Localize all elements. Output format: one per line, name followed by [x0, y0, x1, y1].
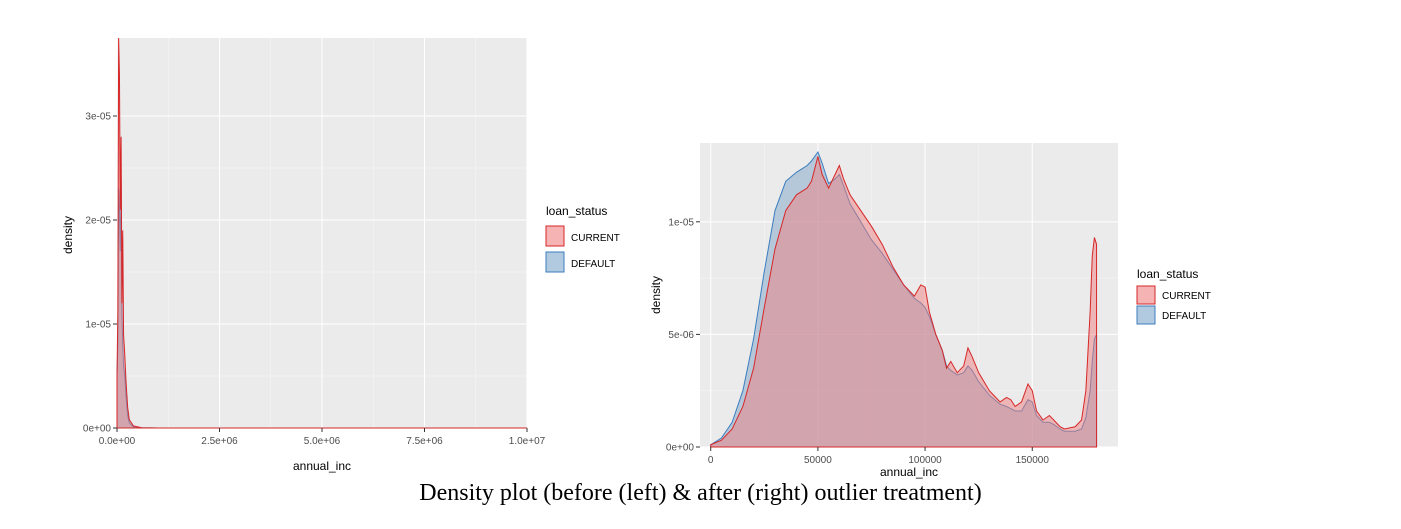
right-y-axis-title: density	[649, 276, 663, 314]
right-legend-label-current: CURRENT	[1162, 291, 1211, 302]
x-tick-label: 2.5e+06	[201, 436, 238, 447]
y-tick-label: 0e+00	[666, 443, 695, 454]
right-legend-key-current	[1136, 285, 1156, 305]
x-tick-label: 100000	[908, 455, 942, 466]
right-legend-label-default: DEFAULT	[1162, 311, 1206, 322]
right-legend: loan_status CURRENT DEFAULT	[1136, 267, 1211, 325]
x-tick-label: 1.0e+07	[509, 436, 546, 447]
x-tick-label: 0.0e+00	[99, 436, 136, 447]
figure-caption: Density plot (before (left) & after (rig…	[419, 480, 982, 506]
y-tick-label: 1e-05	[668, 217, 694, 228]
x-tick-label: 5.0e+06	[304, 436, 341, 447]
left-legend-title: loan_status	[546, 204, 607, 218]
left-density-chart: 0.0e+00 2.5e+06 5.0e+06 7.5e+06 1.0e+07 0e+0…	[61, 37, 620, 473]
left-legend-label-current: CURRENT	[571, 233, 620, 244]
right-y-ticks: 0e+00 5e-06 1e-05	[666, 217, 700, 454]
right-series-layer	[710, 150, 1098, 448]
left-legend-key-current	[545, 225, 565, 247]
x-tick-label: 150000	[1016, 455, 1050, 466]
right-x-axis-title: annual_inc	[880, 465, 938, 479]
left-legend: loan_status CURRENT DEFAULT	[545, 204, 620, 273]
right-legend-key-default	[1136, 305, 1156, 325]
left-legend-label-default: DEFAULT	[571, 259, 615, 270]
left-x-ticks: 0.0e+00 2.5e+06 5.0e+06 7.5e+06 1.0e+07	[99, 428, 546, 447]
right-legend-title: loan_status	[1137, 267, 1198, 281]
y-tick-label: 5e-06	[668, 330, 694, 341]
y-tick-label: 0e+00	[83, 424, 112, 435]
x-tick-label: 0	[708, 455, 714, 466]
left-gridlines	[116, 38, 528, 429]
left-series-layer	[116, 37, 527, 429]
y-tick-label: 3e-05	[85, 112, 111, 123]
left-y-axis-title: density	[61, 216, 75, 254]
x-tick-label: 7.5e+06	[406, 436, 443, 447]
density-area-current	[116, 37, 527, 429]
y-tick-label: 2e-05	[85, 216, 111, 227]
density-area-current	[710, 156, 1098, 448]
left-y-ticks: 0e+00 1e-05 2e-05 3e-05	[83, 112, 117, 435]
left-x-axis-title: annual_inc	[293, 459, 351, 473]
x-tick-label: 50000	[804, 455, 832, 466]
right-x-ticks: 0 50000 100000 150000	[708, 447, 1049, 466]
y-tick-label: 1e-05	[85, 320, 111, 331]
right-density-chart: 0 50000 100000 150000 0e+00 5e-06 1e-05 annua…	[649, 143, 1211, 479]
left-legend-key-default	[545, 251, 565, 273]
